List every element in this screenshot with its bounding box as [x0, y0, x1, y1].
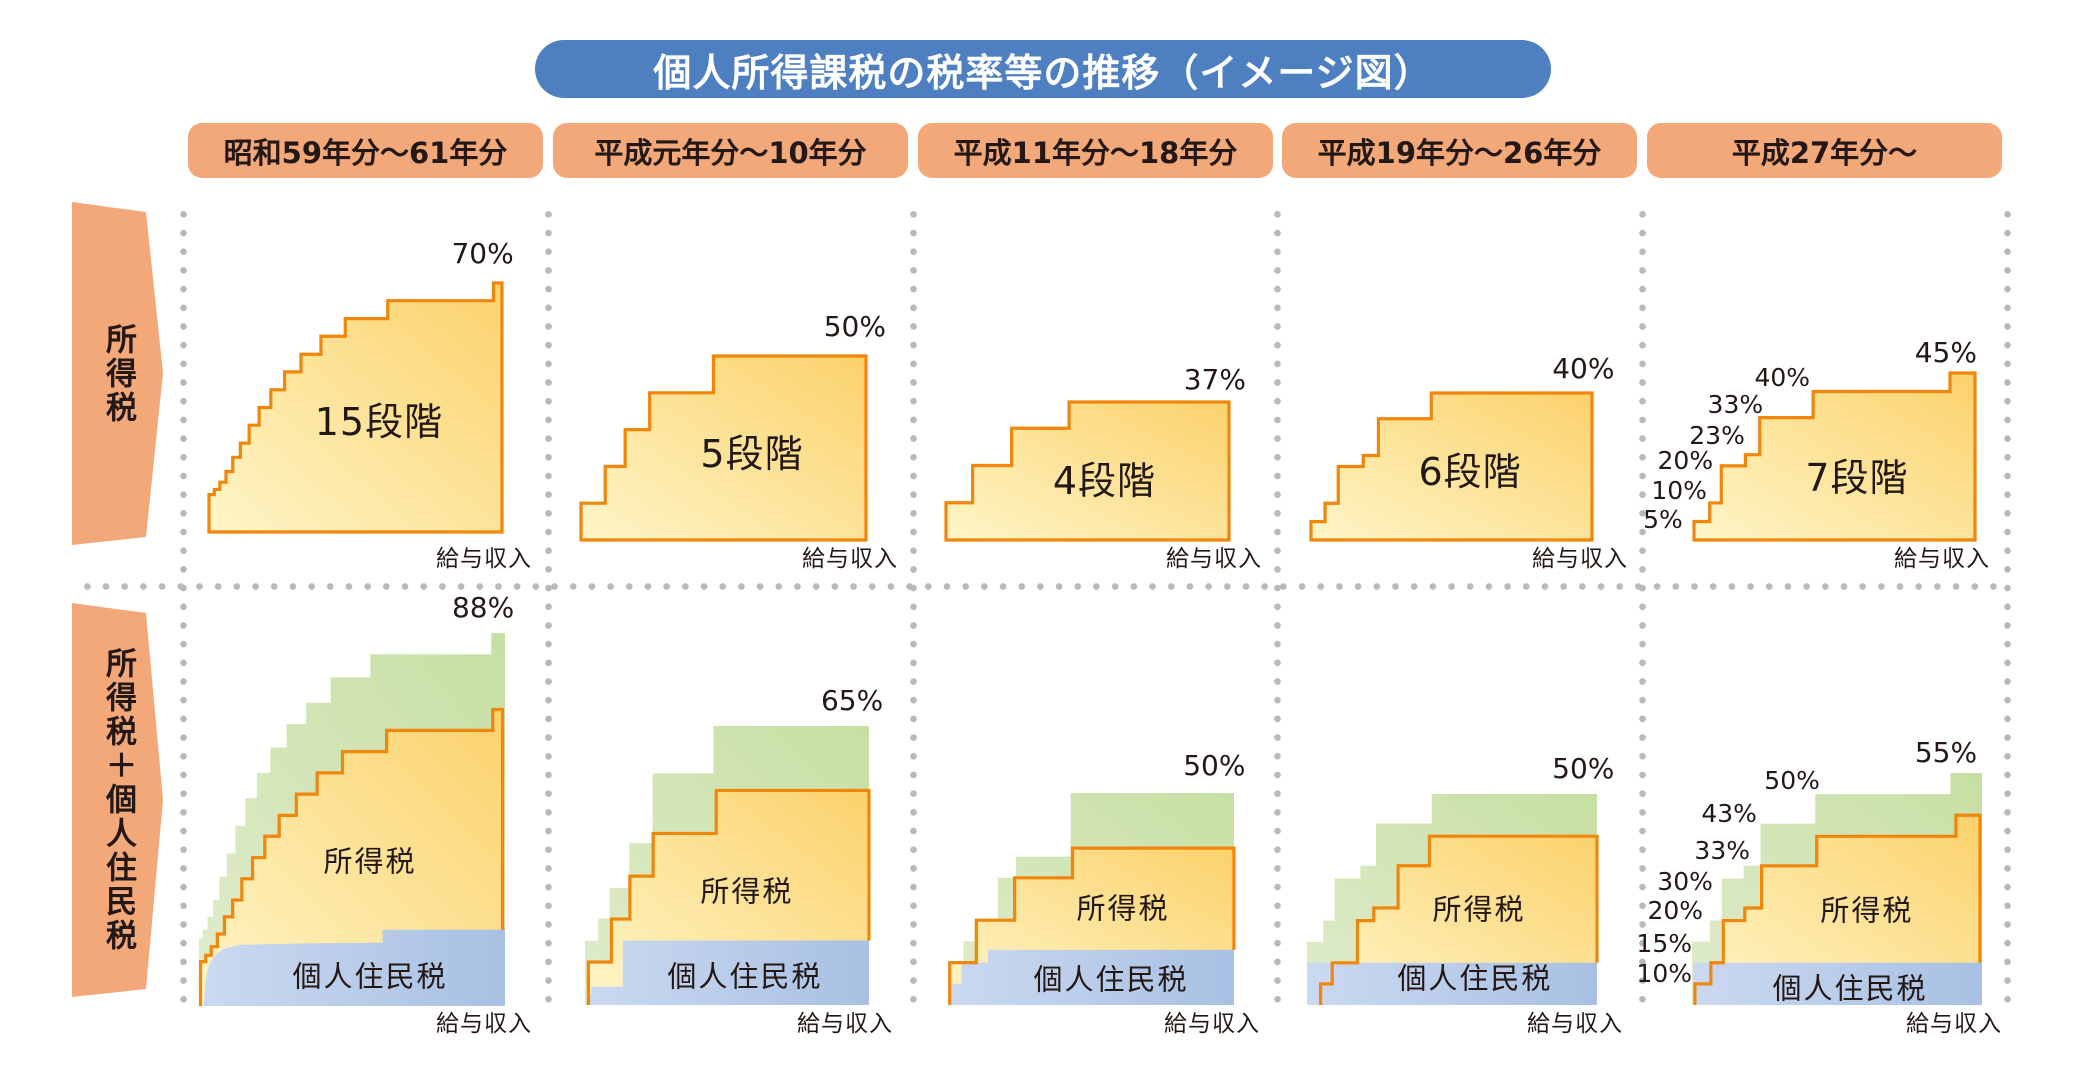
- rate-step-label: 20%: [1647, 895, 1704, 925]
- tax-area-label: 所得税: [1820, 893, 1914, 928]
- bracket-count-label: 7段階: [1805, 456, 1909, 501]
- yellow-area-所得税: [1311, 393, 1592, 540]
- income-tax-rate-line: [1321, 836, 1597, 1005]
- rate-step-label: 20%: [1657, 446, 1714, 476]
- income-tax-rate-line: [950, 848, 1234, 1005]
- tax-area-label: 所得税: [700, 874, 794, 909]
- x-axis-label-salary-income: 給与収入: [797, 1011, 893, 1037]
- max-rate-label: 55%: [1914, 735, 1978, 769]
- rate-step-label: 50%: [1764, 765, 1820, 795]
- x-axis-label-salary-income: 給与収入: [1532, 546, 1628, 572]
- rate-step-label: 33%: [1694, 836, 1750, 866]
- blue-area-個人住民税: [948, 949, 1234, 1005]
- yellow-area-所得税: [1320, 836, 1597, 1005]
- yellow-area-所得税: [1694, 815, 1980, 1005]
- chart-b2-combined-tax: [585, 726, 869, 1005]
- chart-b3-combined-tax: [948, 793, 1234, 1005]
- max-rate-label: 50%: [1183, 749, 1246, 783]
- chart-b4-combined-tax: [1307, 794, 1597, 1005]
- max-rate-label: 40%: [1552, 351, 1615, 385]
- x-axis-label-salary-income: 給与収入: [436, 1011, 532, 1037]
- x-axis-label-salary-income: 給与収入: [1894, 546, 1990, 572]
- tax-area-label: 所得税: [1432, 892, 1526, 927]
- income-tax-rate-line: [588, 790, 869, 1005]
- column-header-showa59-61: 昭和59年分～61年分: [188, 123, 543, 178]
- x-axis-label-salary-income: 給与収入: [1164, 1011, 1260, 1037]
- blue-area-個人住民税: [203, 929, 505, 1006]
- income-tax-rate-line: [1311, 393, 1592, 540]
- x-axis-label-salary-income: 給与収入: [1906, 1011, 2002, 1037]
- tax-area-label: 個人住民税: [1397, 961, 1553, 996]
- x-axis-label-salary-income: 給与収入: [1166, 546, 1262, 572]
- rate-step-label: 43%: [1701, 799, 1757, 829]
- dotted-grid-line-vertical: [1638, 205, 1646, 1008]
- page-title: 個人所得課税の税率等の推移（イメージ図）: [535, 40, 1551, 98]
- tax-area-label: 所得税: [1076, 891, 1170, 926]
- max-rate-label: 70%: [451, 237, 514, 271]
- right-arrow-banner-icon: [72, 603, 163, 997]
- income-tax-rate-line: [1695, 815, 1980, 1005]
- bracket-count-label: 4段階: [1052, 458, 1157, 503]
- column-header-heisei27: 平成27年分～: [1647, 123, 2002, 178]
- x-axis-label-salary-income: 給与収入: [1527, 1011, 1623, 1037]
- chart-t1-income-tax: [209, 283, 502, 532]
- max-rate-label: 50%: [823, 310, 886, 344]
- bracket-count-label: 6段階: [1418, 450, 1522, 495]
- dotted-grid-line-vertical: [179, 205, 187, 1008]
- chart-t4-income-tax: [1311, 393, 1592, 540]
- dotted-grid-line-vertical: [909, 205, 917, 1008]
- rate-step-label: 33%: [1707, 390, 1764, 420]
- max-rate-label: 45%: [1914, 335, 1977, 369]
- column-header-heisei11-18: 平成11年分～18年分: [918, 123, 1273, 178]
- chart-b1-combined-tax: [199, 633, 505, 1006]
- blue-area-個人住民税: [1307, 962, 1597, 1005]
- chart-t2-income-tax: [581, 356, 866, 540]
- rate-step-label: 15%: [1636, 929, 1692, 959]
- max-rate-label: 65%: [820, 683, 884, 717]
- row-label-income-tax: 所得税: [70, 200, 165, 547]
- dotted-grid-line-horizontal: [78, 583, 2007, 590]
- max-rate-label: 88%: [451, 590, 515, 624]
- blue-area-個人住民税: [1693, 962, 1982, 1005]
- rate-step-label: 10%: [1636, 959, 1692, 989]
- x-axis-label-salary-income: 給与収入: [802, 546, 898, 572]
- yellow-area-所得税: [946, 402, 1229, 540]
- tax-area-label: 個人住民税: [1033, 962, 1189, 997]
- yellow-area-所得税: [581, 356, 866, 540]
- column-header-heisei1-10: 平成元年分～10年分: [553, 123, 908, 178]
- x-axis-label-salary-income: 給与収入: [436, 546, 532, 572]
- dotted-grid-line-vertical: [2003, 205, 2011, 1008]
- yellow-area-所得税: [1694, 373, 1975, 540]
- max-rate-label: 37%: [1183, 362, 1246, 396]
- rate-step-label: 23%: [1689, 421, 1745, 451]
- max-rate-label: 50%: [1552, 752, 1615, 786]
- chart-t5-income-tax: [1694, 373, 1975, 540]
- right-arrow-banner-icon: [72, 202, 163, 545]
- bracket-count-label: 15段階: [314, 400, 444, 445]
- income-tax-rate-line: [1694, 373, 1975, 540]
- row-label-income-plus-resident-tax: 所得税＋個人住民税: [70, 601, 165, 999]
- tax-area-label: 個人住民税: [292, 959, 448, 994]
- column-header-heisei19-26: 平成19年分～26年分: [1282, 123, 1637, 178]
- income-tax-rate-line: [946, 402, 1229, 540]
- rate-step-label: 30%: [1657, 866, 1713, 896]
- dotted-grid-line-vertical: [544, 205, 552, 1008]
- income-tax-rate-line: [581, 356, 866, 540]
- rate-step-label: 5%: [1643, 505, 1683, 535]
- bracket-count-label: 5段階: [700, 431, 804, 476]
- chart-b5-combined-tax: [1692, 773, 1982, 1005]
- tax-area-label: 所得税: [323, 844, 417, 879]
- dotted-grid-line-vertical: [1273, 205, 1281, 1008]
- income-tax-rate-line: [201, 709, 503, 1006]
- chart-t3-income-tax: [946, 402, 1229, 540]
- rate-step-label: 40%: [1754, 362, 1811, 392]
- blue-area-個人住民税: [586, 940, 869, 1005]
- income-tax-rate-line: [209, 283, 502, 532]
- tax-area-label: 個人住民税: [667, 959, 823, 994]
- rate-step-label: 10%: [1651, 476, 1707, 506]
- tax-area-label: 個人住民税: [1772, 971, 1928, 1006]
- yellow-area-所得税: [209, 283, 502, 532]
